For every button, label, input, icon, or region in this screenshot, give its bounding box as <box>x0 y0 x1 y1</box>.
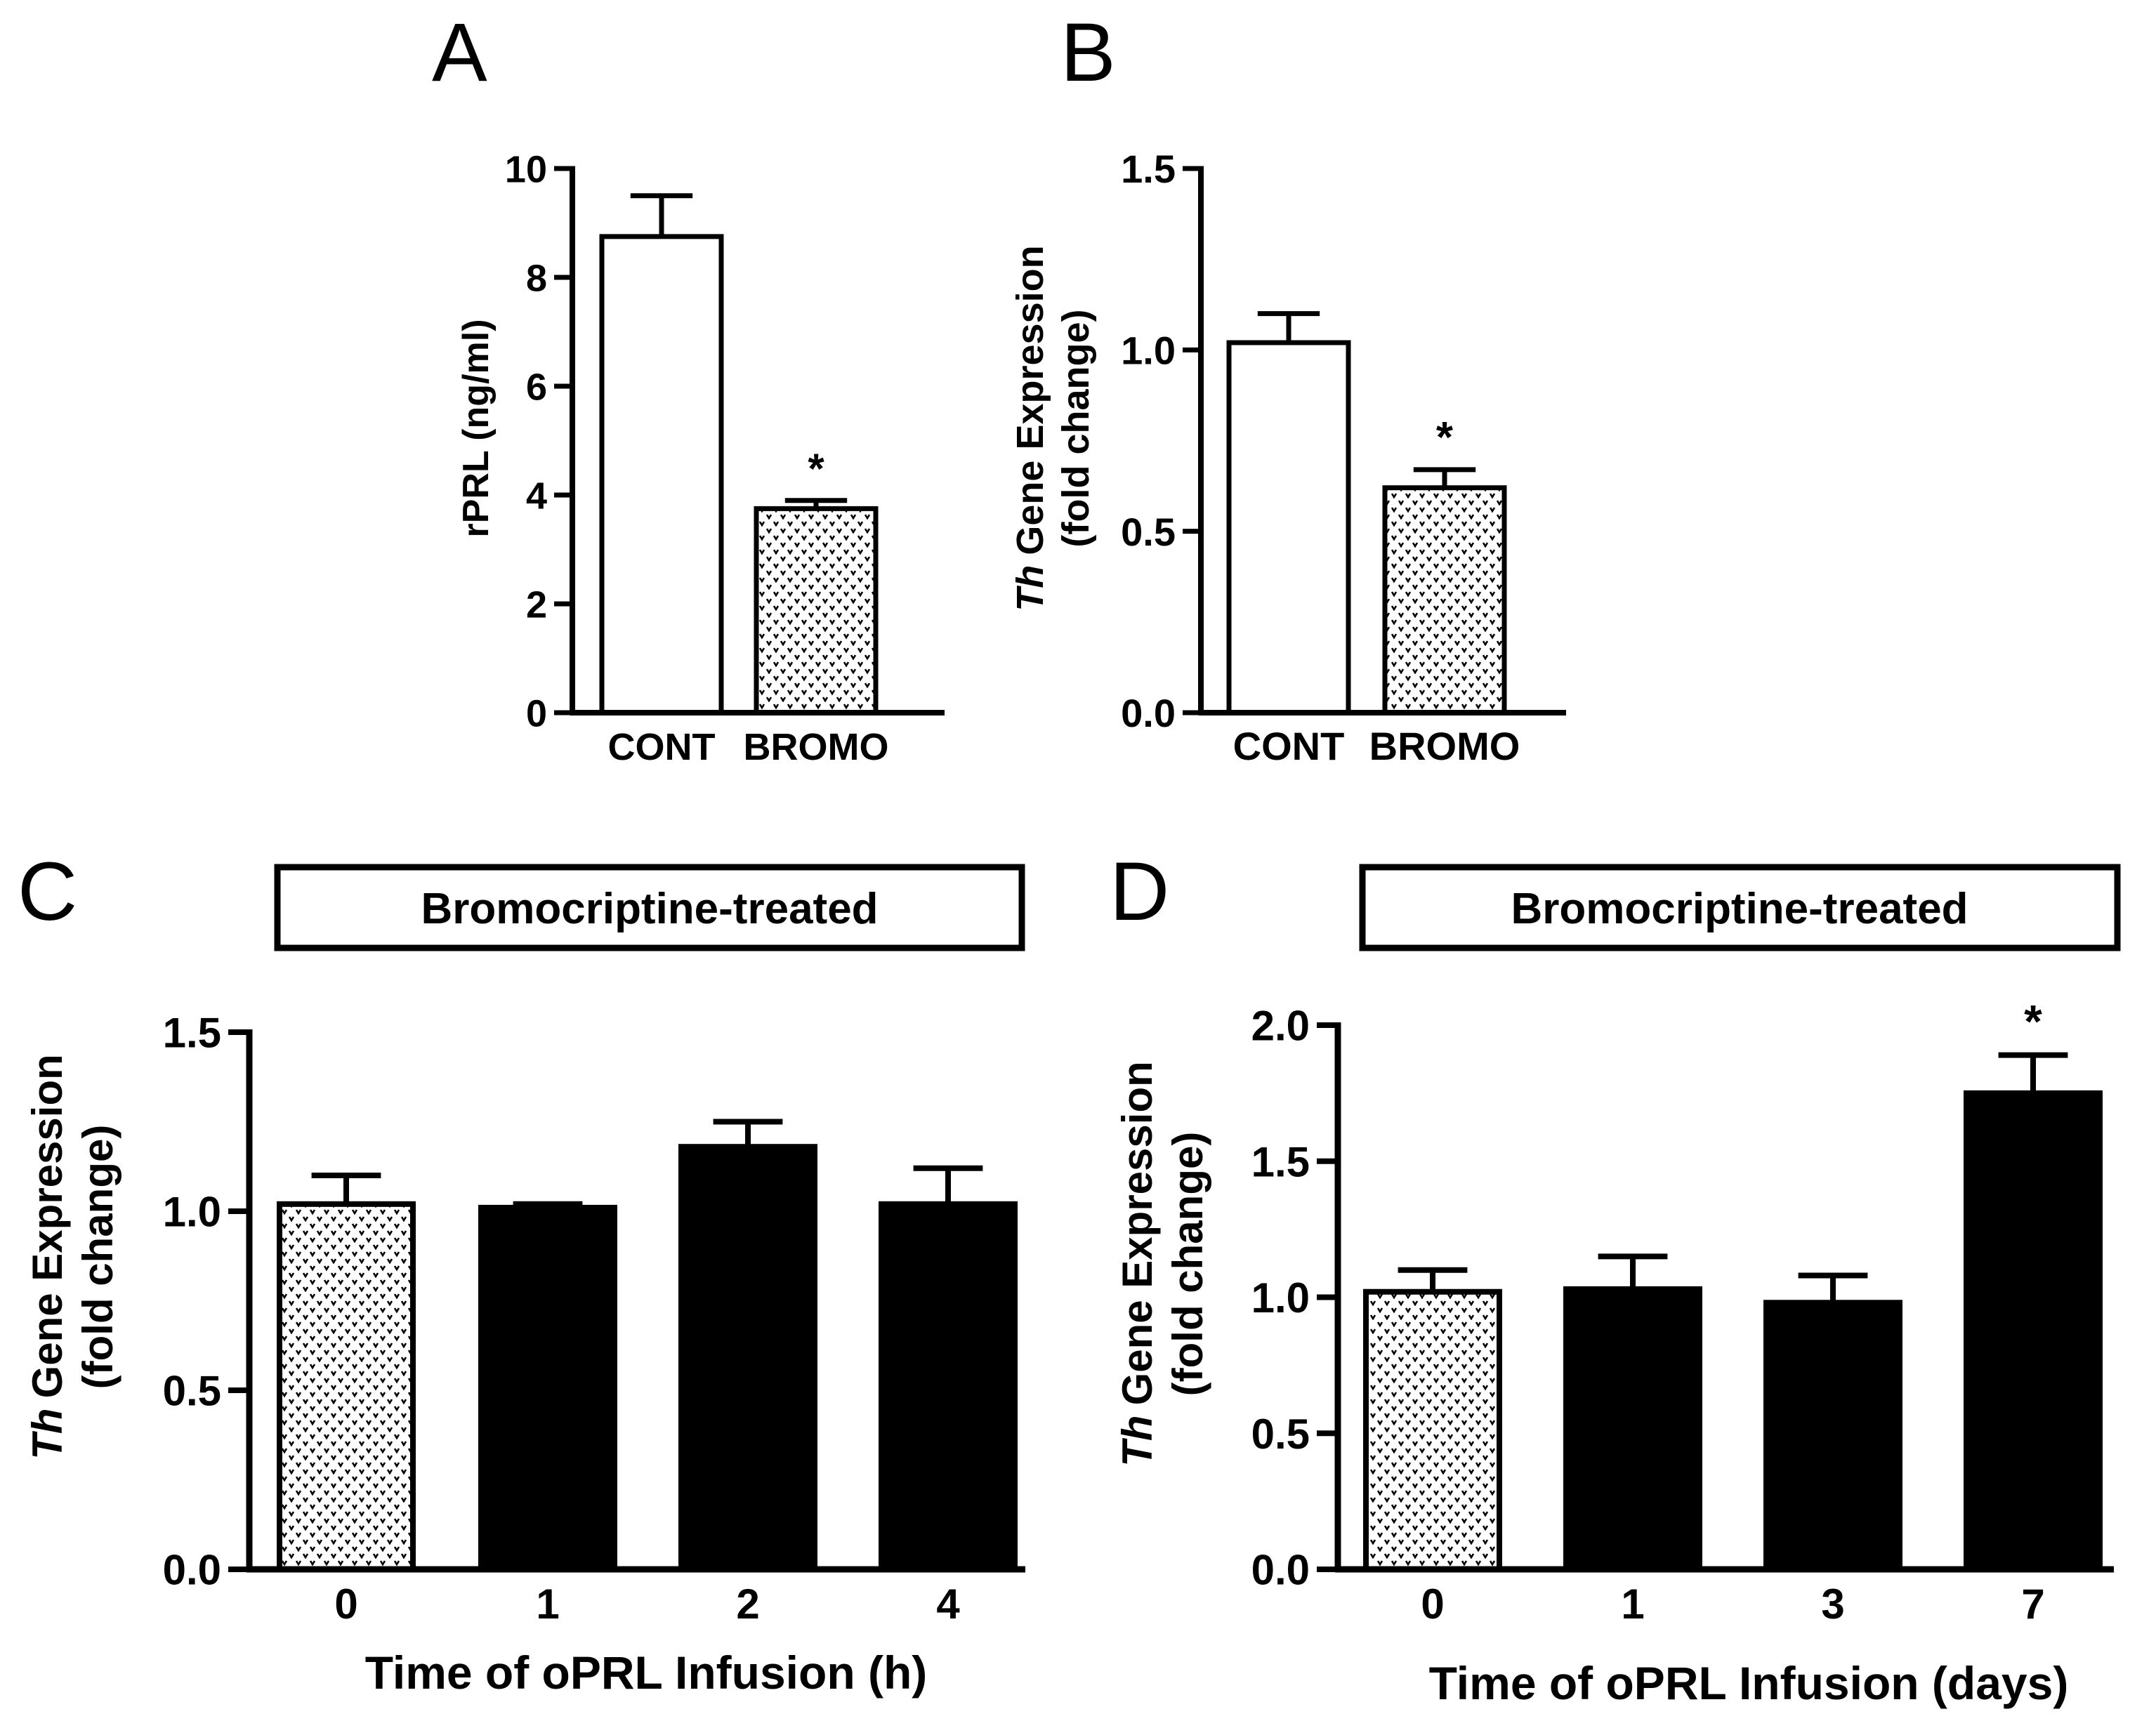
panel-c-chart: Bromocriptine-treated Th Gene Expression … <box>24 864 1025 1699</box>
y-tick-label: 1.0 <box>163 1189 221 1236</box>
treatment-label: Bromocriptine-treated <box>1511 885 1968 933</box>
bar <box>599 234 724 716</box>
y-tick-label: 1.0 <box>1251 1274 1310 1321</box>
y-tick-label: 8 <box>526 257 547 299</box>
y-tick-label: 2.0 <box>1251 1003 1310 1050</box>
y-axis-label-line2: (fold change) <box>1164 1132 1211 1397</box>
x-tick-label: 4 <box>936 1581 960 1628</box>
y-axis-label-line1: rPRL (ng/ml) <box>456 319 497 537</box>
treatment-label-box <box>274 864 1025 951</box>
y-tick-label: 0.0 <box>163 1547 221 1594</box>
x-tick-label: CONT <box>608 726 716 768</box>
x-tick-label: BROMO <box>744 726 889 768</box>
x-axis-label: Time of oPRL Infusion (days) <box>1429 1657 2069 1709</box>
panel-a-chart: rPRL (ng/ml) CONT * BROMO 0 2 4 6 8 10 <box>456 148 945 768</box>
y-axis-label-gene: Th <box>1114 1415 1161 1466</box>
y-axis-label-line2: (fold change) <box>74 1125 121 1390</box>
x-axis-label: Time of oPRL Infusion (h) <box>365 1647 928 1699</box>
bar <box>754 506 879 716</box>
panel-b-chart: Th Gene Expression (fold change) CONT * BRO… <box>1009 147 1566 768</box>
significance-marker: * <box>2024 996 2042 1048</box>
y-axis-label-gene: Th <box>1009 565 1051 612</box>
bar <box>1363 1288 1502 1572</box>
x-tick-label: 7 <box>2021 1581 2044 1628</box>
y-axis-label: Th Gene Expression (fold change) <box>24 1054 121 1460</box>
panel-letter-c: C <box>18 845 77 938</box>
y-tick-label: 1.5 <box>1121 147 1176 191</box>
y-axis-label-line1: Th Gene Expression <box>1009 245 1051 611</box>
significance-marker: * <box>808 445 824 492</box>
y-tick-label: 0.0 <box>1121 691 1176 735</box>
bar <box>478 1204 617 1572</box>
x-tick-label: 0 <box>1421 1581 1444 1628</box>
bar <box>1382 485 1507 716</box>
bar <box>1226 340 1351 716</box>
y-tick-label: 6 <box>526 366 547 408</box>
y-axis-label-text: Gene Expression <box>1009 245 1051 555</box>
significance-marker: * <box>1436 414 1454 462</box>
panel-d-chart: Bromocriptine-treated Th Gene Expression … <box>1114 864 2121 1709</box>
treatment-label: Bromocriptine-treated <box>421 885 878 933</box>
x-tick-label: 1 <box>1621 1581 1644 1628</box>
y-tick-label: 0.0 <box>1251 1547 1310 1594</box>
y-axis-label-line1: Th Gene Expression <box>24 1054 71 1460</box>
y-axis-label: Th Gene Expression (fold change) <box>1009 245 1097 611</box>
y-axis-label-line1: Th Gene Expression <box>1114 1061 1161 1467</box>
bar <box>879 1201 1018 1573</box>
treatment-label-box <box>1359 864 2121 951</box>
y-axis-label-gene: Th <box>24 1408 71 1459</box>
y-tick-label: 10 <box>505 148 547 190</box>
y-axis-label-line2: (fold change) <box>1055 310 1097 548</box>
y-tick-label: 0.5 <box>163 1368 221 1415</box>
y-tick-label: 1.0 <box>1121 328 1176 372</box>
y-tick-label: 0 <box>526 692 547 734</box>
x-tick-label: 1 <box>536 1581 559 1628</box>
x-tick-label: CONT <box>1233 724 1345 768</box>
x-tick-label: 2 <box>736 1581 759 1628</box>
bar <box>277 1201 416 1573</box>
y-axis-label-text: Gene Expression <box>24 1054 71 1398</box>
bar <box>1964 1090 2103 1572</box>
panel-letter-a: A <box>432 6 487 99</box>
x-tick-label: 3 <box>1821 1581 1844 1628</box>
y-axis-label: Th Gene Expression (fold change) <box>1114 1061 1211 1467</box>
y-tick-label: 1.5 <box>163 1010 221 1057</box>
bar <box>1763 1300 1902 1572</box>
y-tick-label: 1.5 <box>1251 1138 1310 1185</box>
x-tick-label: 0 <box>334 1581 357 1628</box>
panel-letter-b: B <box>1060 6 1116 99</box>
x-tick-label: BROMO <box>1369 724 1520 768</box>
panel-letter-d: D <box>1110 845 1169 938</box>
y-tick-label: 2 <box>526 583 547 626</box>
y-axis-label-text: Gene Expression <box>1114 1061 1161 1405</box>
y-axis-label: rPRL (ng/ml) <box>456 319 497 537</box>
y-tick-label: 0.5 <box>1121 510 1176 554</box>
y-tick-label: 4 <box>526 475 547 517</box>
bar <box>1563 1286 1702 1572</box>
y-tick-label: 0.5 <box>1251 1411 1310 1458</box>
bar <box>678 1144 817 1572</box>
